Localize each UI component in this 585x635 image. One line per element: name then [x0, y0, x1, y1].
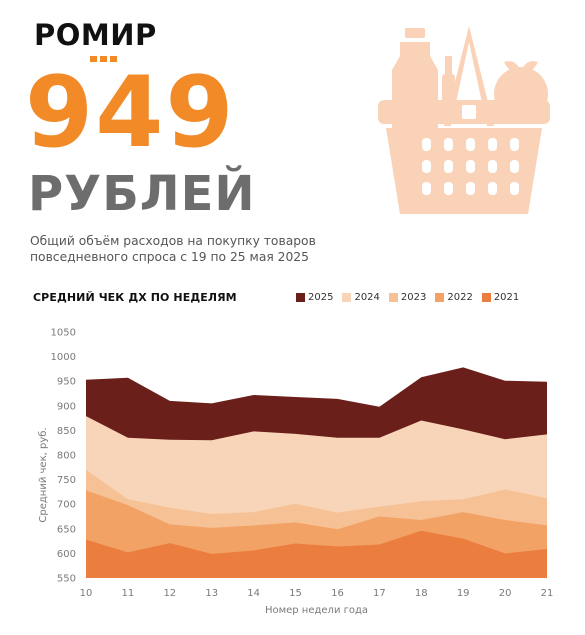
legend-item-2024: 2024: [342, 292, 380, 303]
legend-swatch: [435, 293, 445, 302]
y-tick-label: 600: [57, 549, 76, 560]
x-axis-label: Номер недели года: [265, 605, 368, 616]
legend-label: 2021: [493, 292, 520, 303]
y-tick-label: 750: [57, 475, 76, 486]
x-tick-label: 13: [205, 588, 218, 599]
legend-label: 2024: [354, 292, 380, 303]
subtitle-line-2: повседневного спроса с 19 по 25 мая 2025: [30, 250, 309, 264]
legend-swatch: [481, 293, 491, 302]
legend-item-2025: 2025: [296, 292, 333, 303]
legend-label: 2022: [447, 292, 473, 303]
series-area-2021: [86, 530, 547, 578]
legend-swatch: [388, 293, 398, 302]
y-tick-label: 650: [57, 524, 76, 535]
legend-label: 2023: [400, 292, 427, 303]
legend-item-2021: 2021: [481, 292, 520, 303]
y-tick-label: 900: [57, 401, 76, 412]
legend-item-2022: 2022: [435, 292, 473, 303]
x-tick-label: 19: [457, 588, 470, 599]
subtitle-line-1: Общий объём расходов на покупку товаров: [30, 234, 316, 248]
x-tick-label: 20: [499, 588, 512, 599]
y-tick-label: 1050: [51, 328, 76, 339]
grocery-basket-icon: [378, 26, 550, 214]
y-tick-label: 550: [57, 574, 76, 585]
legend-label: 2025: [308, 292, 334, 303]
headline-value: 949: [25, 56, 236, 170]
x-tick-label: 17: [373, 588, 386, 599]
legend-item-2023: 2023: [388, 292, 427, 303]
x-tick-label: 12: [163, 588, 176, 599]
y-tick-label: 800: [57, 451, 76, 462]
x-tick-label: 11: [122, 588, 135, 599]
x-tick-label: 16: [331, 588, 344, 599]
legend-swatch: [342, 293, 352, 302]
y-tick-label: 1000: [51, 352, 76, 363]
y-tick-label: 950: [57, 377, 76, 388]
subtitle: Общий объём расходов на покупку товаров …: [30, 233, 350, 265]
romir-logo: РОМИР: [34, 18, 157, 52]
x-tick-label: 18: [415, 588, 428, 599]
x-tick-label: 10: [80, 588, 93, 599]
chart-title: СРЕДНИЙ ЧЕК ДХ ПО НЕДЕЛЯМ: [33, 291, 237, 304]
headline-unit: РУБЛЕЙ: [28, 166, 256, 222]
x-tick-label: 14: [247, 588, 260, 599]
y-tick-label: 700: [57, 500, 76, 511]
x-tick-label: 15: [289, 588, 302, 599]
area-chart: 550 600 650 700 750 800 850 900 950 1000 1050 10 11 1…: [38, 328, 554, 617]
y-tick-label: 850: [57, 426, 76, 437]
y-axis-label: Средний чек, руб.: [38, 427, 49, 522]
chart-legend: 2025 2024 2023 2022 2021: [296, 292, 519, 303]
legend-swatch: [296, 293, 305, 302]
logo-dots: [90, 56, 117, 62]
x-tick-label: 21: [541, 588, 554, 599]
